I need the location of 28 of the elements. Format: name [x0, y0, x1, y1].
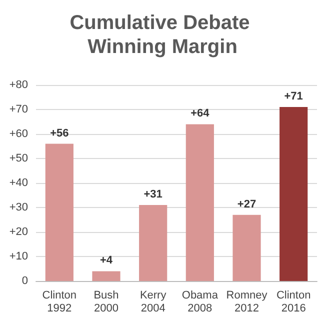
y-tick-label: 0 [22, 275, 28, 287]
bar [280, 107, 308, 281]
y-tick-label: +70 [9, 104, 28, 116]
y-tick-label: +30 [9, 202, 28, 214]
x-tick-label: Bush 2000 [94, 290, 119, 314]
y-tick-label: +10 [9, 250, 28, 262]
y-tick-label: +80 [9, 79, 28, 91]
data-label: +27 [237, 198, 256, 210]
y-tick-label: +60 [9, 128, 28, 140]
bar [92, 271, 120, 281]
x-tick-label: Obama 2008 [182, 290, 219, 314]
data-label: +64 [190, 108, 210, 120]
bar [139, 205, 168, 281]
bar [45, 144, 74, 281]
x-tick-label: Romney 2012 [226, 290, 268, 314]
data-label: +71 [284, 90, 303, 103]
data-label: +4 [100, 254, 114, 267]
y-tick-label: +40 [9, 177, 28, 189]
chart-title: Cumulative Debate Winning Margin [70, 12, 256, 58]
data-label: +56 [50, 127, 69, 140]
x-tick-label: Clinton 2016 [276, 290, 311, 314]
y-tick-label: +50 [9, 152, 28, 164]
data-label: +31 [144, 188, 162, 201]
x-tick-label: Kerry 2004 [140, 290, 167, 314]
y-tick-label: +20 [9, 226, 28, 238]
bar [186, 124, 214, 281]
bar [232, 214, 261, 281]
x-tick-label: Clinton 1992 [42, 290, 77, 314]
